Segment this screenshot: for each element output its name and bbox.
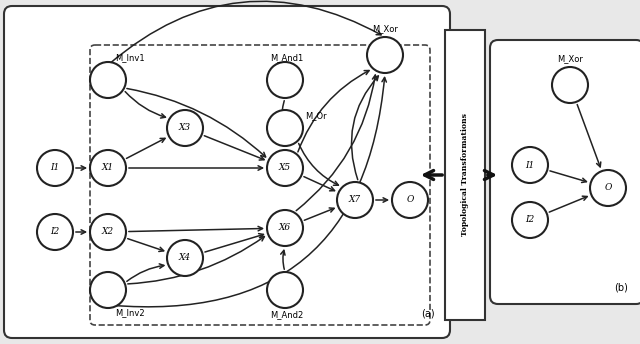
Text: M_And1: M_And1 bbox=[270, 53, 303, 62]
Text: Topological Transformations: Topological Transformations bbox=[461, 114, 469, 237]
FancyArrowPatch shape bbox=[296, 75, 377, 211]
Text: (b): (b) bbox=[614, 282, 628, 292]
FancyArrowPatch shape bbox=[304, 208, 334, 220]
FancyArrowPatch shape bbox=[128, 237, 264, 284]
Text: M_And2: M_And2 bbox=[270, 310, 303, 319]
Ellipse shape bbox=[167, 110, 203, 146]
Text: M_Xor: M_Xor bbox=[372, 24, 398, 33]
FancyArrowPatch shape bbox=[549, 196, 587, 212]
Text: M_Inv2: M_Inv2 bbox=[115, 308, 145, 317]
Text: I1: I1 bbox=[51, 163, 60, 172]
Text: I1: I1 bbox=[525, 161, 534, 170]
FancyArrowPatch shape bbox=[281, 250, 285, 269]
Ellipse shape bbox=[37, 150, 73, 186]
Bar bbox=[445, 30, 485, 320]
Ellipse shape bbox=[90, 272, 126, 308]
Text: M_Or: M_Or bbox=[305, 111, 326, 120]
Text: O: O bbox=[604, 183, 612, 193]
FancyArrowPatch shape bbox=[76, 166, 86, 170]
FancyArrowPatch shape bbox=[280, 101, 285, 146]
FancyArrowPatch shape bbox=[351, 76, 378, 180]
Ellipse shape bbox=[590, 170, 626, 206]
FancyArrowPatch shape bbox=[111, 77, 387, 307]
Text: X5: X5 bbox=[279, 163, 291, 172]
Ellipse shape bbox=[90, 214, 126, 250]
Ellipse shape bbox=[512, 202, 548, 238]
Ellipse shape bbox=[267, 272, 303, 308]
Ellipse shape bbox=[552, 67, 588, 103]
Ellipse shape bbox=[167, 240, 203, 276]
FancyArrowPatch shape bbox=[127, 88, 266, 157]
FancyArrowPatch shape bbox=[127, 138, 165, 159]
Text: X4: X4 bbox=[179, 254, 191, 262]
Ellipse shape bbox=[512, 147, 548, 183]
Text: X3: X3 bbox=[179, 123, 191, 132]
FancyArrowPatch shape bbox=[484, 171, 493, 180]
Ellipse shape bbox=[267, 150, 303, 186]
FancyArrowPatch shape bbox=[129, 226, 262, 232]
FancyArrowPatch shape bbox=[127, 264, 164, 281]
Text: O: O bbox=[406, 195, 413, 204]
Text: I2: I2 bbox=[51, 227, 60, 237]
FancyArrowPatch shape bbox=[204, 136, 264, 160]
FancyArrowPatch shape bbox=[128, 239, 164, 251]
FancyArrowPatch shape bbox=[550, 171, 586, 183]
FancyArrowPatch shape bbox=[298, 71, 369, 152]
Text: I2: I2 bbox=[525, 215, 534, 225]
Text: (a): (a) bbox=[421, 308, 435, 318]
Ellipse shape bbox=[90, 62, 126, 98]
FancyArrowPatch shape bbox=[205, 234, 264, 252]
FancyArrowPatch shape bbox=[577, 105, 601, 167]
FancyArrowPatch shape bbox=[299, 143, 339, 185]
Ellipse shape bbox=[392, 182, 428, 218]
Ellipse shape bbox=[337, 182, 373, 218]
Text: M_Xor: M_Xor bbox=[557, 54, 583, 63]
Ellipse shape bbox=[367, 37, 403, 73]
Text: X6: X6 bbox=[279, 224, 291, 233]
Ellipse shape bbox=[267, 62, 303, 98]
FancyArrowPatch shape bbox=[425, 171, 442, 180]
Ellipse shape bbox=[37, 214, 73, 250]
Text: X2: X2 bbox=[102, 227, 114, 237]
FancyArrowPatch shape bbox=[110, 1, 381, 63]
Ellipse shape bbox=[90, 150, 126, 186]
Text: X7: X7 bbox=[349, 195, 361, 204]
Text: X1: X1 bbox=[102, 163, 114, 172]
Text: M_Inv1: M_Inv1 bbox=[115, 53, 145, 62]
FancyBboxPatch shape bbox=[490, 40, 640, 304]
FancyArrowPatch shape bbox=[304, 176, 335, 191]
FancyBboxPatch shape bbox=[4, 6, 450, 338]
FancyArrowPatch shape bbox=[376, 198, 387, 202]
FancyArrowPatch shape bbox=[125, 92, 165, 118]
FancyArrowPatch shape bbox=[76, 230, 86, 234]
FancyArrowPatch shape bbox=[129, 166, 262, 170]
Ellipse shape bbox=[267, 210, 303, 246]
Ellipse shape bbox=[267, 110, 303, 146]
